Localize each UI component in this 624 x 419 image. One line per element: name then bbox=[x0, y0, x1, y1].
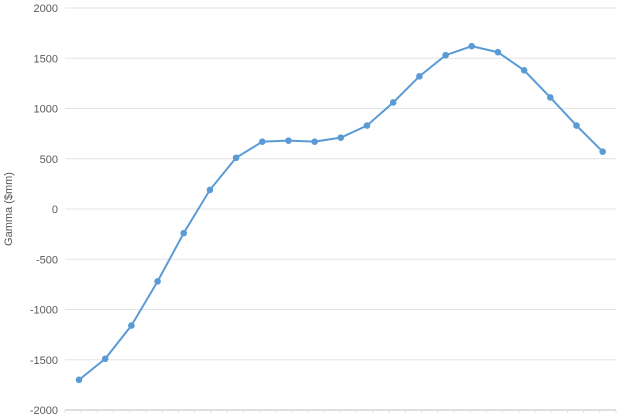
svg-text:-1500: -1500 bbox=[30, 355, 58, 367]
svg-text:Gamma ($mm): Gamma ($mm) bbox=[3, 172, 15, 246]
svg-text:1000: 1000 bbox=[34, 104, 58, 116]
svg-text:-1000: -1000 bbox=[30, 305, 58, 317]
svg-text:500: 500 bbox=[40, 154, 58, 166]
svg-text:-500: -500 bbox=[36, 254, 58, 266]
svg-text:-2000: -2000 bbox=[30, 405, 58, 417]
svg-text:0: 0 bbox=[52, 204, 58, 216]
svg-text:2000: 2000 bbox=[34, 3, 58, 15]
svg-text:1500: 1500 bbox=[34, 53, 58, 65]
